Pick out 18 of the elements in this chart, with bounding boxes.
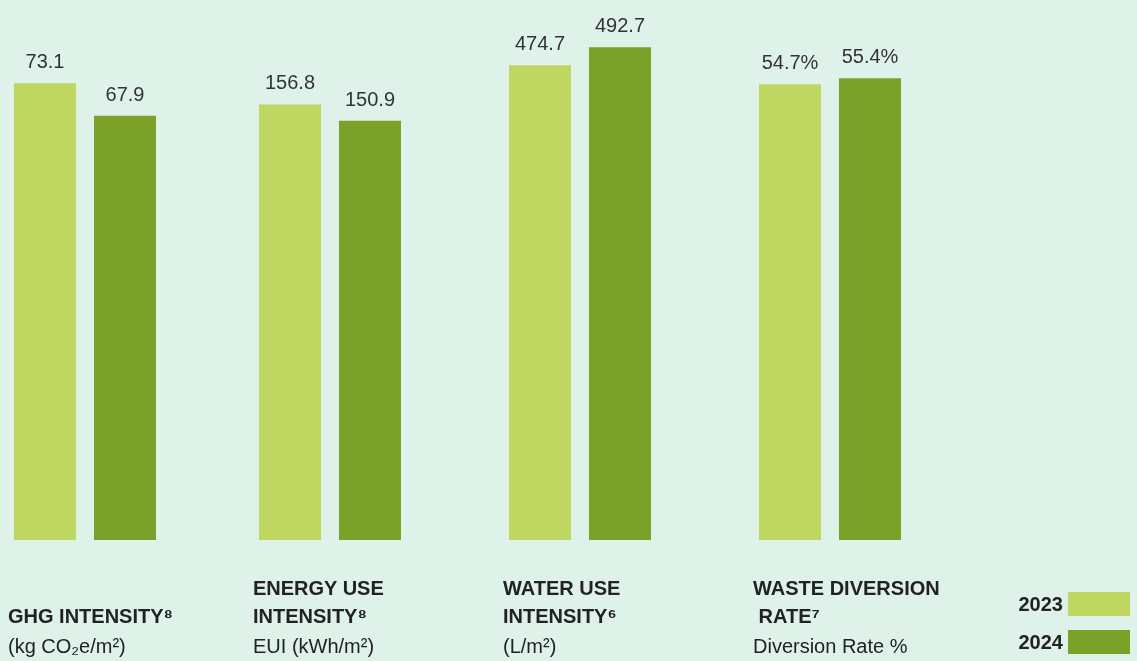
text: WASTE DIVERSION RATE⁷ (753, 577, 940, 627)
text: ENERGY USE INTENSITY⁸ (253, 577, 390, 627)
text: WATER USE INTENSITY⁶ (503, 577, 626, 627)
x-axis-title: EUI (kWh/m²) (253, 635, 375, 657)
data-label: 54.7% (761, 51, 819, 74)
data-label: 474.7 (514, 32, 566, 55)
legend-label: 2024 (1018, 631, 1064, 653)
data-label: 156.8 (264, 71, 316, 94)
x-axis-title: (L/m²) (503, 635, 557, 657)
data-label: 67.9 (105, 82, 145, 105)
data-label: 73.1 (25, 50, 65, 73)
data-label: 55.4% (841, 45, 899, 68)
text: GHG INTENSITY⁸ (8, 605, 174, 627)
legend-label: 2023 (1018, 593, 1063, 615)
data-label: 150.9 (344, 87, 396, 110)
x-axis-title: (kg CO₂e/m²) (8, 635, 126, 657)
x-axis-title: Diversion Rate % (753, 635, 908, 657)
data-label: 492.7 (594, 14, 646, 37)
